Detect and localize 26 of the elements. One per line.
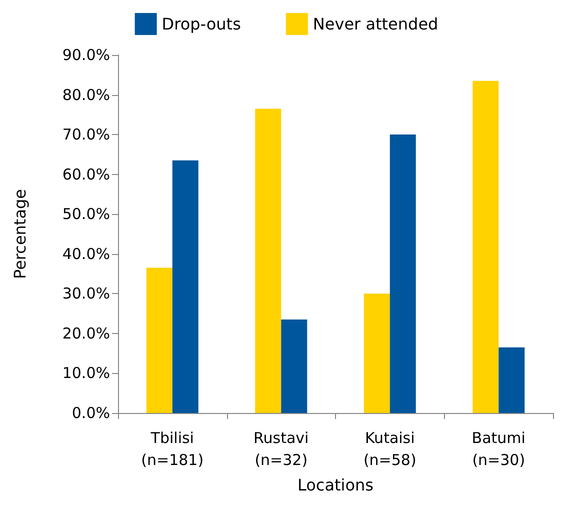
bar — [498, 347, 525, 413]
bar — [146, 268, 172, 413]
y-tick-label: 80.0% — [62, 86, 110, 104]
x-tick-label: Tbilisi (n=181) — [141, 429, 204, 469]
y-tick-label: 20.0% — [62, 324, 110, 342]
y-tick-label: 40.0% — [62, 244, 110, 263]
legend-label: Never attended — [312, 14, 438, 34]
y-tick-label: 50.0% — [62, 205, 110, 224]
bar — [390, 134, 416, 413]
bar — [472, 80, 499, 413]
y-tick-label: 30.0% — [62, 284, 110, 303]
x-axis-title: Locations — [297, 476, 374, 494]
bar — [281, 320, 308, 413]
x-tick-label: Kutaisi (n=58) — [363, 429, 416, 469]
legend-label: Drop-outs — [162, 14, 241, 34]
bar — [255, 108, 282, 413]
y-tick-label: 10.0% — [62, 364, 110, 382]
y-tick-label: 60.0% — [62, 165, 110, 184]
bar — [172, 160, 198, 413]
bar — [364, 294, 390, 413]
y-tick-label: 90.0% — [62, 46, 110, 64]
x-tick-label: Batumi (n=30) — [472, 429, 526, 469]
y-tick-label: 0.0% — [72, 404, 110, 422]
y-axis-title: Percentage — [10, 188, 30, 280]
x-tick-label: Rustavi (n=32) — [254, 429, 309, 469]
y-tick-label: 70.0% — [62, 126, 110, 144]
